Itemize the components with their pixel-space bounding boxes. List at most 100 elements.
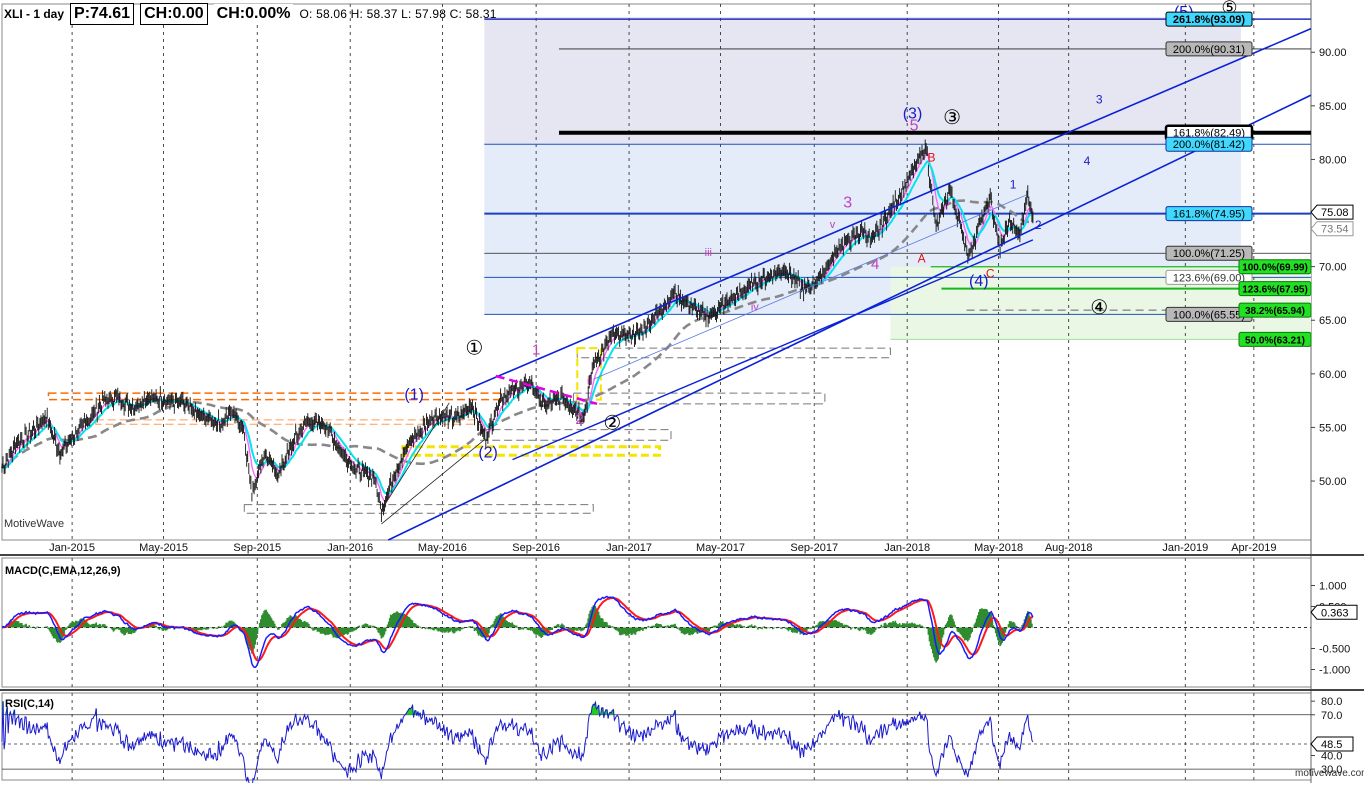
elliott-wave-label: ii xyxy=(587,376,592,388)
price-tick-label: 55.00 xyxy=(1319,422,1347,434)
date-tick-label: Jan-2016 xyxy=(327,542,373,554)
trend-channel-line xyxy=(593,194,1027,380)
date-tick-label: May-2018 xyxy=(974,542,1023,554)
elliott-wave-label: 5 xyxy=(910,117,919,134)
fib-level-label: 261.8%(93.09) xyxy=(1173,14,1245,26)
fib-level-box xyxy=(1165,41,1253,57)
elliott-wave-label: C xyxy=(986,266,995,280)
date-tick-label: Sep-2016 xyxy=(512,542,560,554)
elliott-wave-label: 4 xyxy=(1084,154,1091,168)
fib-level-label: 50.0%(63.21) xyxy=(1245,335,1305,346)
elliott-wave-label: (2) xyxy=(478,444,498,461)
fib-zone-upper xyxy=(484,16,1241,145)
rsi-tick-label: 80.0 xyxy=(1321,696,1342,708)
price-flag xyxy=(1310,221,1354,237)
price-bars xyxy=(1,139,1034,522)
fib-level-box xyxy=(1165,206,1253,222)
macd-flag-label: 0.363 xyxy=(1321,607,1349,619)
ohlc-readout: O: 58.06 H: 58.37 L: 57.98 C: 58.31 xyxy=(299,7,497,21)
date-tick-label: Jan-2017 xyxy=(606,542,652,554)
rsi-tick-label: 40.0 xyxy=(1321,751,1342,763)
elliott-wave-label: 2 xyxy=(575,411,583,428)
date-tick-label: Jan-2019 xyxy=(1162,542,1208,554)
macd-tick-label: 1.000 xyxy=(1319,581,1347,593)
fib-level-box xyxy=(1238,302,1312,318)
price-flag xyxy=(1310,204,1354,220)
fib-level-label: 38.2%(65.94) xyxy=(1245,306,1305,317)
elliott-wave-label: iii xyxy=(705,247,712,259)
fib-level-box xyxy=(1165,245,1253,261)
date-tick-label: May-2017 xyxy=(696,542,745,554)
date-tick-label: Jan-2015 xyxy=(49,542,95,554)
fib-level-box xyxy=(1238,259,1312,275)
price-tick-label: 85.00 xyxy=(1319,101,1347,113)
trend-channel-line xyxy=(512,239,1034,461)
price-tick-label: 65.00 xyxy=(1319,315,1347,327)
chart-header: XLI - 1 day P:74.61 CH:0.00 CH:0.00% O: … xyxy=(4,3,497,25)
rsi-tick-label: 70.0 xyxy=(1321,710,1342,722)
elliott-wave-label: (4) xyxy=(969,273,989,290)
rsi-line xyxy=(1,700,1034,788)
elliott-wave-label: v xyxy=(830,219,836,231)
support-zone-box xyxy=(572,392,826,405)
fib-level-box xyxy=(1165,136,1253,152)
fib-level-label: 161.8%(74.95) xyxy=(1173,209,1245,221)
fib-level-label: 100.0%(65.55) xyxy=(1173,309,1245,321)
elliott-wave-label: ① xyxy=(465,338,483,360)
elliott-wave-label: 2 xyxy=(1035,218,1042,232)
elliott-wave-label: iv xyxy=(751,302,759,314)
trend-channel-line xyxy=(465,27,1312,391)
date-tick-label: Aug-2018 xyxy=(1045,542,1093,554)
elliott-wave-label: (3) xyxy=(903,106,923,123)
trend-channel-line xyxy=(381,438,486,525)
rsi-flag xyxy=(1310,736,1354,752)
fib-level-box xyxy=(1165,269,1253,285)
elliott-wave-label: 1 xyxy=(532,342,540,359)
price-flag-label: 73.54 xyxy=(1321,224,1349,236)
symbol-label: XLI - 1 day xyxy=(4,7,65,21)
fib-level-box xyxy=(1238,281,1312,297)
macd-tick-label: -1.000 xyxy=(1319,665,1350,677)
elliott-wave-label: 3 xyxy=(843,195,852,212)
date-tick-label: May-2016 xyxy=(418,542,467,554)
elliott-wave-label: (1) xyxy=(404,387,424,404)
fib-level-label: 123.6%(67.95) xyxy=(1242,285,1308,296)
fib-level-label: 200.0%(81.42) xyxy=(1173,139,1245,151)
change-box: CH:0.00 xyxy=(140,3,208,25)
macd-line xyxy=(1,595,1034,669)
change-pct-box: CH:0.00% xyxy=(213,4,294,24)
macd-panel-title: MACD(C,EMA,12,26,9) xyxy=(5,565,121,577)
rsi-flag-label: 48.5 xyxy=(1321,739,1342,751)
elliott-wave-label: 1 xyxy=(1010,177,1017,191)
elliott-wave-label: 3 xyxy=(1096,93,1103,107)
brand-footer: motivewave.com xyxy=(1295,768,1364,779)
elliott-wave-label: B xyxy=(928,151,936,165)
price-tick-label: 60.00 xyxy=(1319,369,1347,381)
price-tick-label: 70.00 xyxy=(1319,262,1347,274)
elliott-wave-label: A xyxy=(918,251,926,265)
support-zone-box xyxy=(243,504,594,514)
date-tick-label: May-2015 xyxy=(139,542,188,554)
date-tick-label: Sep-2017 xyxy=(790,542,838,554)
price-flag-label: 75.08 xyxy=(1321,207,1349,219)
date-tick-label: Jan-2018 xyxy=(884,542,930,554)
macd-tick-label: -0.500 xyxy=(1319,644,1350,656)
elliott-wave-label: 4 xyxy=(871,256,879,273)
price-tick-label: 90.00 xyxy=(1319,47,1347,59)
fib-level-label: 200.0%(90.31) xyxy=(1173,44,1245,56)
elliott-wave-label: ③ xyxy=(943,107,961,129)
rsi-tick-label: 30.0 xyxy=(1321,764,1342,776)
fib-level-label: 100.0%(69.99) xyxy=(1242,263,1308,274)
fib-level-box xyxy=(1165,11,1253,27)
fib-level-label: 100.0%(71.25) xyxy=(1173,248,1245,260)
elliott-wave-label: ② xyxy=(603,413,621,435)
fib-level-label: 123.6%(69.00) xyxy=(1173,272,1245,284)
date-tick-label: Apr-2019 xyxy=(1231,542,1276,554)
price-tick-label: 50.00 xyxy=(1319,476,1347,488)
date-tick-label: Sep-2015 xyxy=(233,542,281,554)
trend-channel-line xyxy=(381,402,450,511)
rsi-panel-title: RSI(C,14) xyxy=(5,698,54,710)
price-tick-label: 80.00 xyxy=(1319,154,1347,166)
